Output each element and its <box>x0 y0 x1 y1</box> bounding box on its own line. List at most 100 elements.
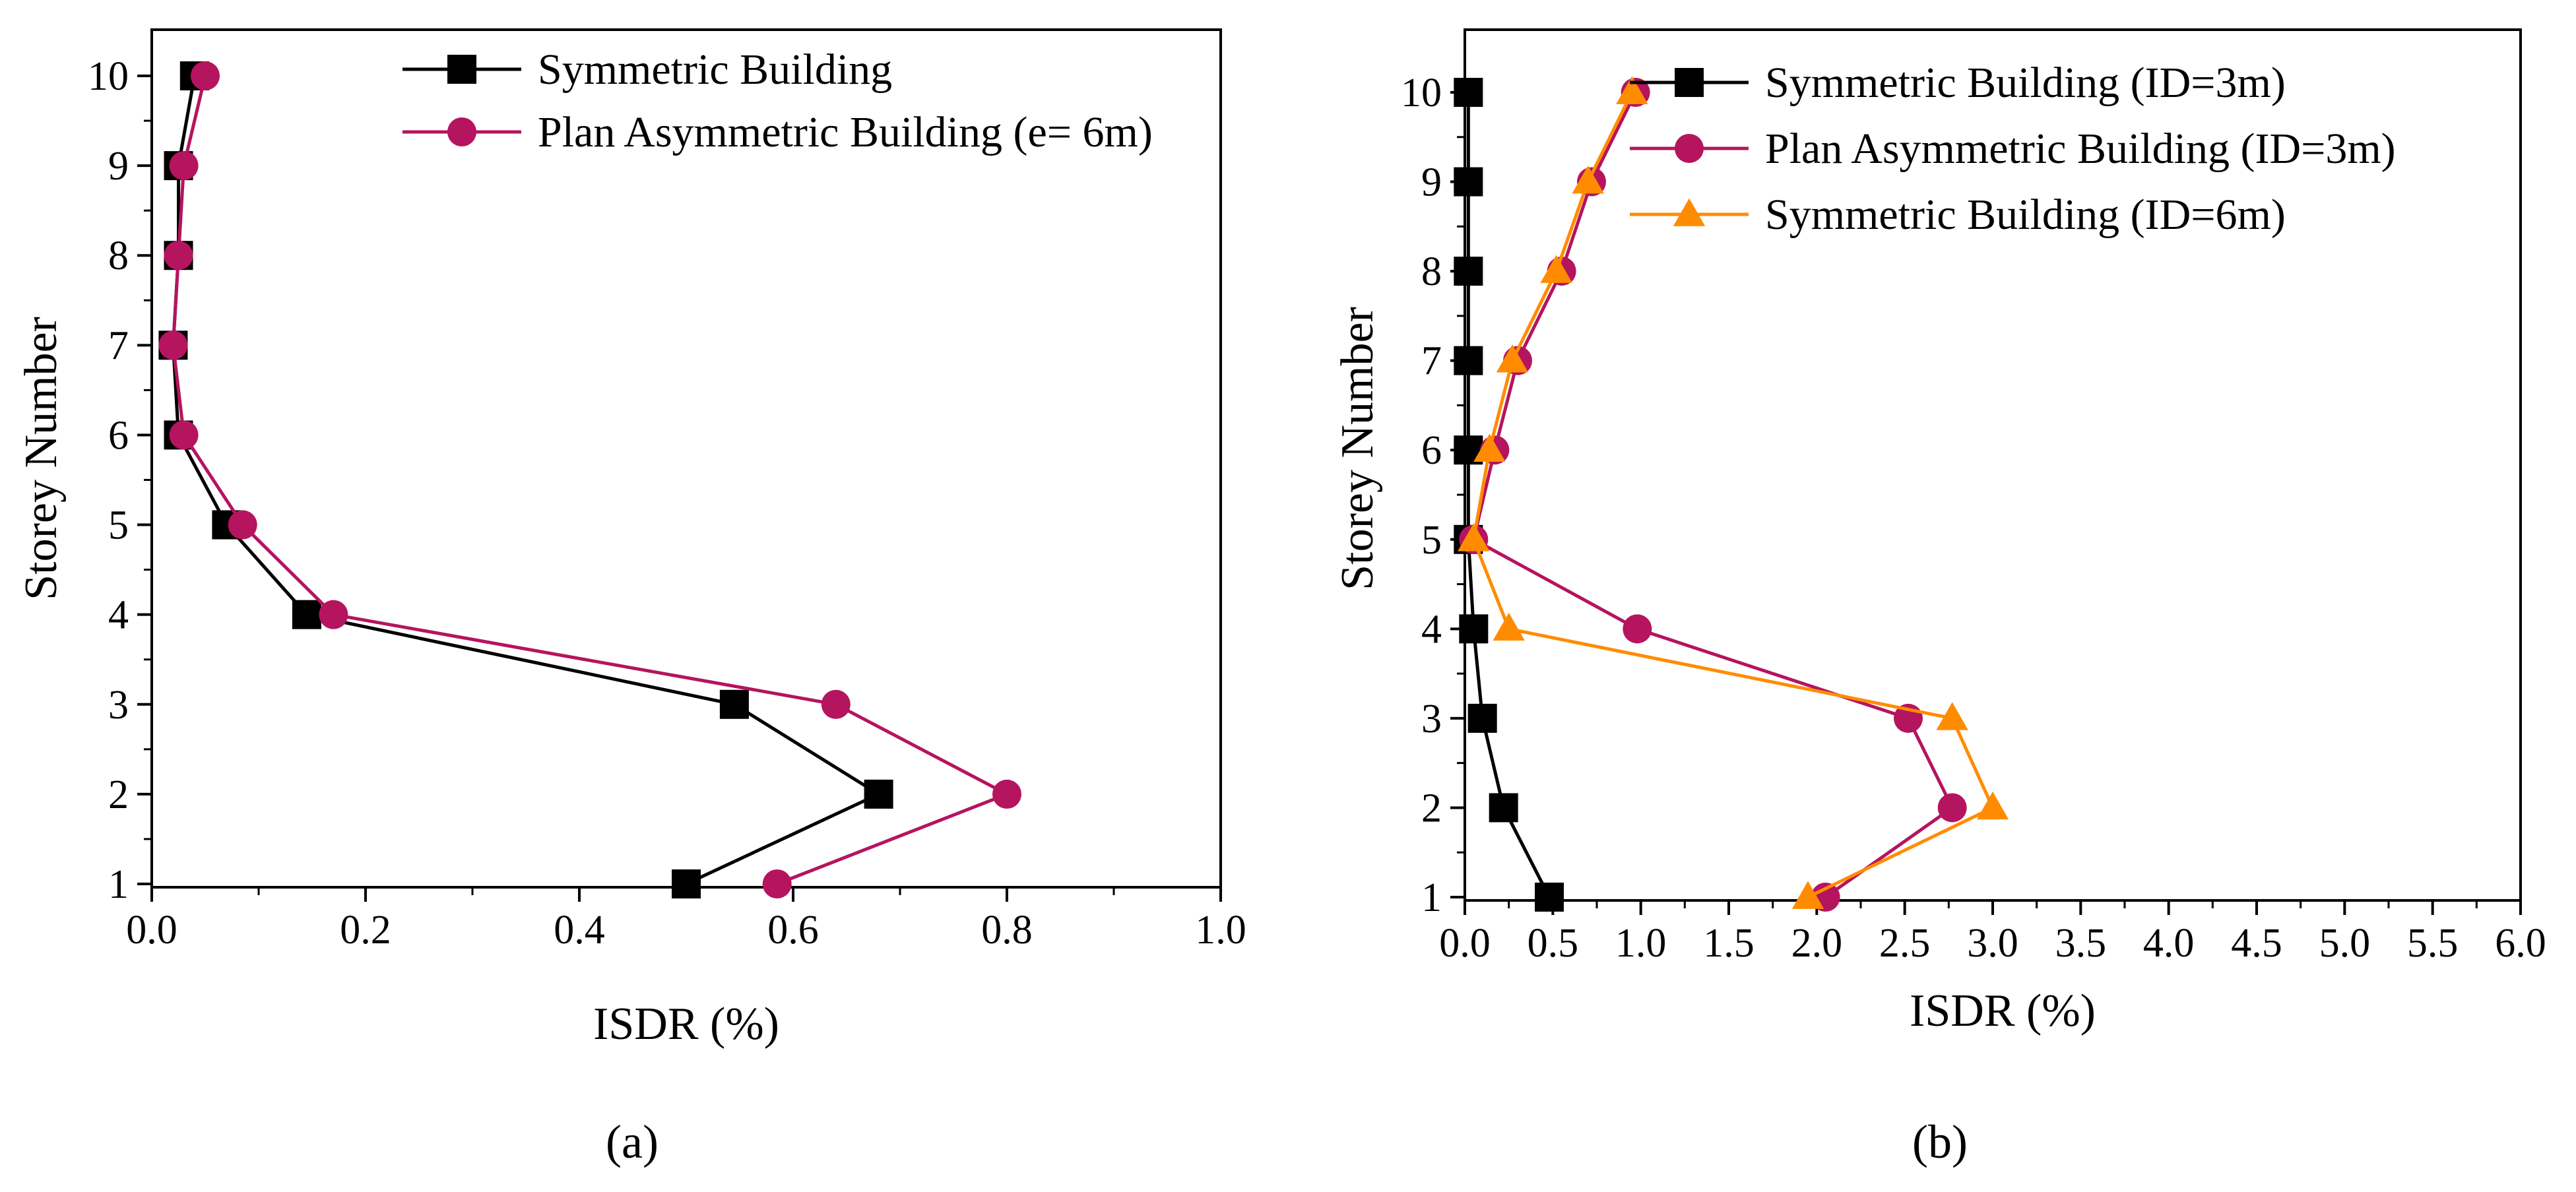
panel-b-x-tick-label: 6.0 <box>2495 921 2546 966</box>
panel-a-legend-swatch-marker <box>447 117 476 146</box>
panel-a-legend-item: Plan Asymmetric Building (e= 6m) <box>402 108 1153 156</box>
panel-a-label: (a) <box>606 1115 659 1168</box>
panel-b-series-3-point <box>1616 76 1648 104</box>
panel-b-series-3-point <box>1493 612 1525 641</box>
panel-a-series-2 <box>158 61 1021 898</box>
panel-b-series-1-point <box>1454 78 1483 107</box>
panel-b-legend-item: Symmetric Building (ID=3m) <box>1630 59 2286 107</box>
panel-b-series-3-point <box>1496 344 1529 373</box>
panel-a-x-tick-label: 0.4 <box>554 908 605 953</box>
panel-a-series-1-line <box>171 75 881 886</box>
panel-a-y-tick-label: 4 <box>108 593 129 638</box>
panel-b-x-tick-label: 0.5 <box>1528 921 1579 966</box>
panel-b-y-tick-label: 2 <box>1421 786 1442 831</box>
panel-b-series-2-line <box>1471 91 1954 899</box>
panel-a-series-1-point <box>864 779 893 809</box>
panel-b-legend-item: Plan Asymmetric Building (ID=3m) <box>1630 125 2396 173</box>
panel-a-series-1 <box>158 61 893 898</box>
panel-b-y-tick-label: 8 <box>1421 249 1442 294</box>
panel-b-series-3-point <box>1572 166 1604 194</box>
panel-b-legend-item: Symmetric Building (ID=6m) <box>1630 191 2286 239</box>
panel-a-ticks: 0.0 0.2 0.4 0.6 0.8 1.0 1 2 3 4 5 6 7 8 9 10 <box>88 54 1246 953</box>
panel-b-series-3 <box>1458 76 2009 909</box>
panel-b-y-tick-label: 7 <box>1421 339 1442 384</box>
panel-b-legend-swatch-marker <box>1675 68 1704 97</box>
panel-b-series-1-point <box>1459 614 1489 644</box>
panel-b-legend: Symmetric Building (ID=3m) Plan Asymmetri… <box>1630 59 2396 239</box>
panel-b-series-1-point <box>1467 703 1497 733</box>
panel-b-x-axis-title: ISDR (%) <box>1910 986 2096 1036</box>
panel-b-x-tick-label: 5.5 <box>2407 921 2459 966</box>
panel-a-series-2-line <box>171 75 1009 886</box>
panel-b-x-tick-label: 4.5 <box>2231 921 2282 966</box>
panel-b-x-tick-label: 2.0 <box>1791 921 1843 966</box>
panel-a-series-2-point <box>164 241 193 270</box>
panel-b-series-3-line <box>1471 91 1995 899</box>
panel-a-legend-item: Symmetric Building <box>402 46 892 94</box>
panel-b-series-3-point <box>1473 433 1506 462</box>
panel-a-x-tick-label: 1.0 <box>1195 908 1246 953</box>
panel-a-chart: 0.0 0.2 0.4 0.6 0.8 1.0 1 2 3 4 5 6 7 8 9 10 ISDR (%) S… <box>16 28 1246 1168</box>
panel-a-x-tick-label: 0.6 <box>767 908 819 953</box>
panel-b-legend-label: Symmetric Building (ID=6m) <box>1765 191 2286 239</box>
panel-a-series-2-point <box>992 779 1021 809</box>
panel-a-legend-label: Plan Asymmetric Building (e= 6m) <box>538 108 1153 156</box>
panel-a-legend: Symmetric Building Plan Asymmetric Buildi… <box>402 46 1153 156</box>
panel-b-x-tick-label: 1.5 <box>1703 921 1755 966</box>
panel-b-x-tick-label: 0.0 <box>1439 921 1491 966</box>
panel-b-series <box>1454 76 2009 912</box>
panel-b-legend-label: Plan Asymmetric Building (ID=3m) <box>1765 125 2396 173</box>
panel-a-y-tick-label: 7 <box>108 323 129 368</box>
panel-b-series-3-point <box>1458 523 1490 551</box>
panel-b-chart: 0.0 0.5 1.0 1.5 2.0 2.5 3.0 3.5 4.0 4.5 5.0 5.5 6.0 1… <box>1332 28 2546 1168</box>
panel-b-series-2-point <box>1937 793 1967 823</box>
panel-b-x-tick-label: 5.0 <box>2319 921 2371 966</box>
panel-a-y-tick-label: 8 <box>108 234 129 278</box>
panel-b-label: (b) <box>1912 1115 1968 1168</box>
panel-a-series-2-point <box>191 61 220 90</box>
panel-b-y-tick-label: 3 <box>1421 697 1442 741</box>
panel-a-y-tick-label: 10 <box>88 54 129 99</box>
panel-b-x-tick-label: 3.5 <box>2055 921 2107 966</box>
panel-a-series <box>158 61 1021 898</box>
panel-a-series-2-point <box>169 420 199 450</box>
panel-b-legend-swatch-marker <box>1675 134 1704 163</box>
panel-b-y-tick-label: 9 <box>1421 160 1442 205</box>
panel-b-x-tick-label: 2.5 <box>1879 921 1931 966</box>
panel-b-y-axis-title: Storey Number <box>1332 307 1383 590</box>
panel-b-legend-label: Symmetric Building (ID=3m) <box>1765 59 2286 107</box>
panel-a-legend-label: Symmetric Building <box>538 46 892 94</box>
panel-a-y-tick-label: 2 <box>108 772 129 817</box>
panel-b-series-2-point <box>1623 614 1652 644</box>
panel-b-legend-swatch-marker <box>1673 198 1706 226</box>
panel-a-plot-frame <box>150 28 1222 889</box>
panel-b-series-1 <box>1454 78 1564 912</box>
panel-b-series-3-point <box>1976 791 2009 820</box>
panel-b-y-tick-label: 4 <box>1421 607 1442 652</box>
panel-b-x-tick-label: 1.0 <box>1615 921 1667 966</box>
panel-a-legend-swatch-marker <box>447 55 476 84</box>
panel-b-series-1-point <box>1535 883 1564 912</box>
panel-a-x-axis-title: ISDR (%) <box>593 999 779 1050</box>
panel-a-series-2-point <box>158 330 188 360</box>
panel-b-series-3-point <box>1791 881 1824 909</box>
panel-b-x-tick-label: 4.0 <box>2143 921 2195 966</box>
panel-b-x-tick-label: 3.0 <box>1967 921 2018 966</box>
panel-a-x-tick-label: 0.2 <box>340 908 391 953</box>
panel-b-y-tick-label: 6 <box>1421 428 1442 473</box>
panel-a-y-tick-label: 1 <box>108 862 129 907</box>
panel-a-y-axis-title: Storey Number <box>16 317 67 600</box>
panel-b-series-3-point <box>1540 255 1572 283</box>
panel-a-series-2-point <box>319 600 348 629</box>
panel-b-series-1-point <box>1454 167 1483 197</box>
panel-b-series-1-line <box>1466 92 1551 898</box>
panel-b-series-1-point <box>1454 257 1483 286</box>
panel-a-y-tick-label: 3 <box>108 683 129 728</box>
panel-a-y-tick-label: 9 <box>108 144 129 189</box>
panel-b-y-tick-label: 10 <box>1401 71 1442 115</box>
panel-a-series-1-point <box>292 600 321 629</box>
panel-a-series-2-point <box>762 869 792 898</box>
panel-b-series-1-point <box>1489 793 1518 823</box>
panel-a-series-1-point <box>672 869 701 898</box>
